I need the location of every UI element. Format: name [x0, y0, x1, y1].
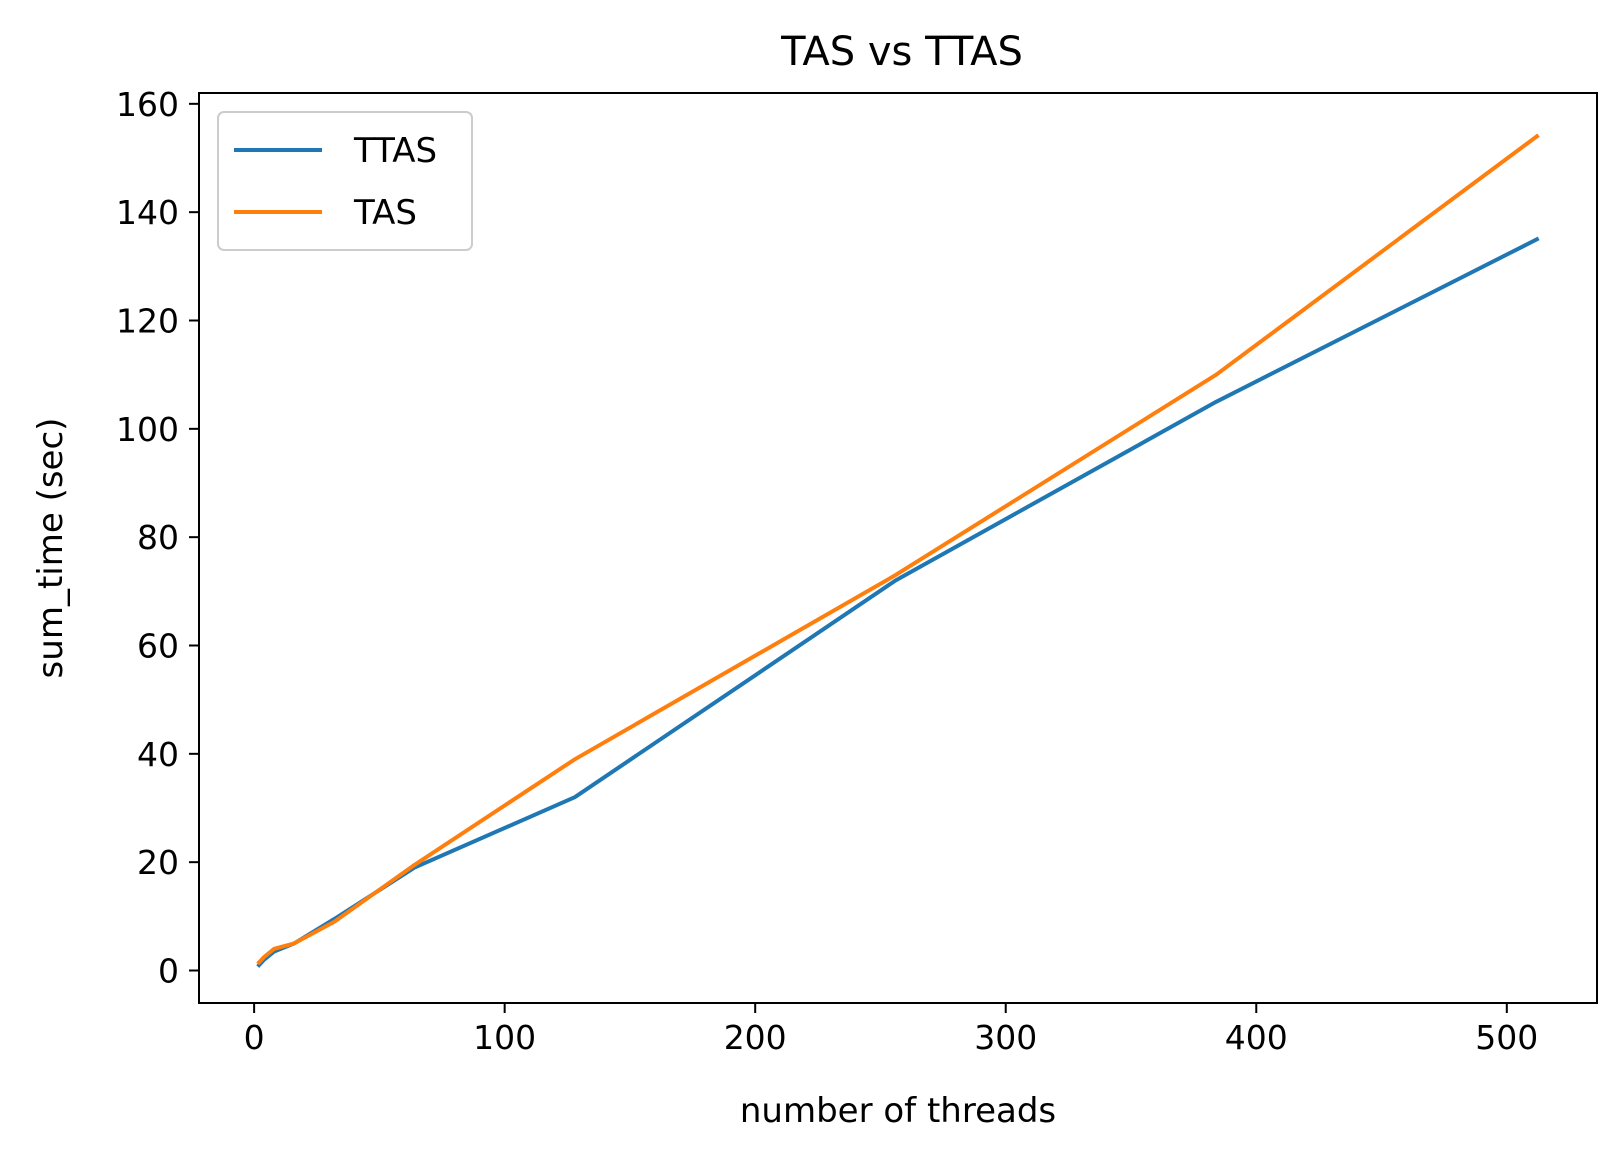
x-tick-label: 100	[473, 1018, 536, 1057]
x-tick-label: 500	[1475, 1018, 1538, 1057]
x-tick-label: 300	[974, 1018, 1037, 1057]
y-axis-title: sum_time (sec)	[31, 418, 71, 679]
legend-label-tas: TAS	[353, 193, 417, 233]
series-line-tas	[256, 133, 1540, 966]
y-tick-label: 40	[137, 735, 179, 774]
x-axis-title: number of threads	[740, 1091, 1056, 1131]
y-tick-label: 120	[116, 302, 179, 341]
y-tick-label: 100	[116, 410, 179, 449]
legend-frame	[217, 111, 473, 251]
x-axis: 0 100 200 300 400 500	[244, 1003, 1538, 1057]
chart-title: TAS vs TTAS	[780, 29, 1023, 75]
legend: TTAS TAS	[217, 111, 473, 251]
y-axis: 0 20 40 60 80 100 120 140 160	[116, 85, 199, 991]
y-tick-label: 60	[137, 627, 179, 666]
x-tick-label: 400	[1225, 1018, 1288, 1057]
plot-area	[198, 92, 1598, 1004]
y-tick-label: 140	[116, 193, 179, 232]
series-layer	[256, 133, 1540, 968]
y-tick-label: 80	[137, 518, 179, 557]
legend-label-ttas: TTAS	[353, 131, 437, 171]
legend-items: TTAS TAS	[234, 131, 437, 233]
y-tick-label: 20	[137, 843, 179, 882]
x-tick-label: 200	[724, 1018, 787, 1057]
x-tick-label: 0	[244, 1018, 265, 1057]
y-tick-label: 0	[158, 952, 179, 991]
y-tick-label: 160	[116, 85, 179, 124]
plot-frame	[198, 92, 1598, 1004]
